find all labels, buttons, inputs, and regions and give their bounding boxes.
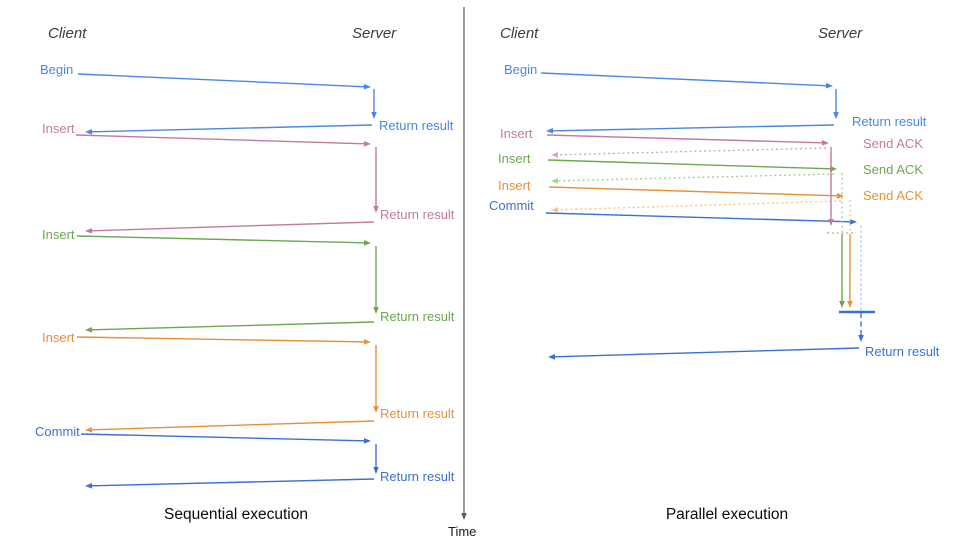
parallel-server-header: Server [818,25,863,42]
seq-insert-3-request-arrow-head [363,339,371,345]
seq-insert-2-response-arrow [85,321,375,333]
par-commit-request-arrow-head [849,218,857,225]
par-commit-label: Commit [489,198,534,213]
seq-insert-3-process-arrow-head [373,406,379,413]
par-insert-2-process-arrow [839,234,845,308]
par-commit-process-arrow [858,313,864,342]
par-begin-request-arrow-head [825,82,833,89]
par-begin-label: Begin [504,62,538,77]
parallel-client-header: Client [500,25,539,42]
seq-insert-2-label: Insert [42,227,75,242]
seq-insert-3-request-arrow [76,336,371,345]
par-insert-3-label: Insert [498,178,531,193]
seq-insert-1-response-arrow-head [85,227,93,234]
parallel-execution-title: Parallel execution [665,506,789,523]
par-insert-3-process-arrow-head [847,301,853,308]
par-insert-1-request-arrow [546,134,829,146]
seq-return-result-2: Return result [380,207,455,222]
seq-insert-1-response-arrow [85,221,375,234]
seq-insert-1-process-arrow-head [373,206,379,213]
par-insert-2-label: Insert [498,151,531,166]
seq-commit-response-arrow-head [85,483,93,489]
par-begin-process-arrow [833,89,839,119]
seq-commit-label: Commit [35,424,80,439]
seq-insert-1-process-arrow [373,147,379,213]
seq-commit-response-arrow [85,478,375,489]
seq-insert-1-label: Insert [42,121,75,136]
par-insert-3-process-arrow [847,234,853,308]
seq-insert-3-label: Insert [42,330,75,345]
seq-insert-2-process-arrow-head [373,307,379,314]
seq-return-result-4: Return result [380,406,455,421]
seq-commit-request-arrow-head [363,438,371,444]
par-send-ack-2: Send ACK [863,162,923,177]
seq-return-result-5: Return result [380,469,455,484]
par-commit-request-arrow [545,212,857,225]
par-return-result-2: Return result [865,344,940,359]
seq-insert-2-process-arrow [373,246,379,314]
par-insert-3-ack-arrow-head [551,206,559,213]
seq-begin-response-arrow-head [85,129,93,135]
par-insert-3-request-arrow-head [836,192,844,199]
par-insert-2-process-arrow-head [839,301,845,308]
par-begin-response-arrow-head [546,128,554,134]
par-send-ack-3: Send ACK [863,188,923,203]
seq-insert-3-response-arrow-head [85,426,93,433]
seq-commit-process-arrow [373,444,379,474]
seq-begin-request-arrow-head [363,83,371,90]
par-insert-2-ack-arrow [551,173,835,184]
par-insert-1-label: Insert [500,126,533,141]
par-commit-process-arrow-head [858,335,864,342]
seq-begin-response-arrow [85,124,373,135]
seq-commit-request-arrow [80,433,371,444]
sequential-execution-title: Sequential execution [164,506,308,523]
par-insert-2-ack-arrow-head [551,178,559,184]
seq-insert-3-response-arrow [85,420,375,433]
par-insert-1-ack-arrow [551,147,827,158]
seq-begin-process-arrow-head [371,112,377,119]
par-insert-2-request-arrow [547,159,837,172]
seq-insert-3-process-arrow [373,345,379,413]
seq-insert-1-request-arrow-head [363,140,371,147]
sequential-client-header: Client [48,25,87,42]
par-begin-response-arrow [546,124,835,134]
seq-return-result-1: Return result [379,118,454,133]
par-begin-request-arrow [540,72,833,89]
seq-insert-1-request-arrow [75,134,371,147]
time-axis-line-head [461,513,467,520]
par-final-response-arrow [548,347,860,360]
par-insert-1-process-arrow-head [828,219,834,226]
time-axis-line [461,7,467,520]
seq-insert-2-request-arrow [76,235,371,246]
par-insert-1-ack-arrow-head [551,152,559,158]
par-insert-1-process-arrow [828,147,834,226]
seq-return-result-3: Return result [380,309,455,324]
seq-begin-process-arrow [371,89,377,119]
sequential-server-header: Server [352,25,397,42]
par-return-result-1: Return result [852,114,927,129]
par-final-response-arrow-head [548,353,556,360]
seq-commit-process-arrow-head [373,467,379,474]
par-send-ack-1: Send ACK [863,136,923,151]
par-insert-3-ack-arrow [551,200,842,213]
seq-begin-label: Begin [40,62,74,77]
time-axis-label: Time [448,524,477,539]
seq-insert-2-response-arrow-head [85,327,93,333]
seq-insert-2-request-arrow-head [363,240,371,246]
seq-begin-request-arrow [77,73,371,90]
par-begin-process-arrow-head [833,112,839,119]
par-insert-3-request-arrow [548,186,844,199]
par-insert-1-request-arrow-head [821,140,829,146]
